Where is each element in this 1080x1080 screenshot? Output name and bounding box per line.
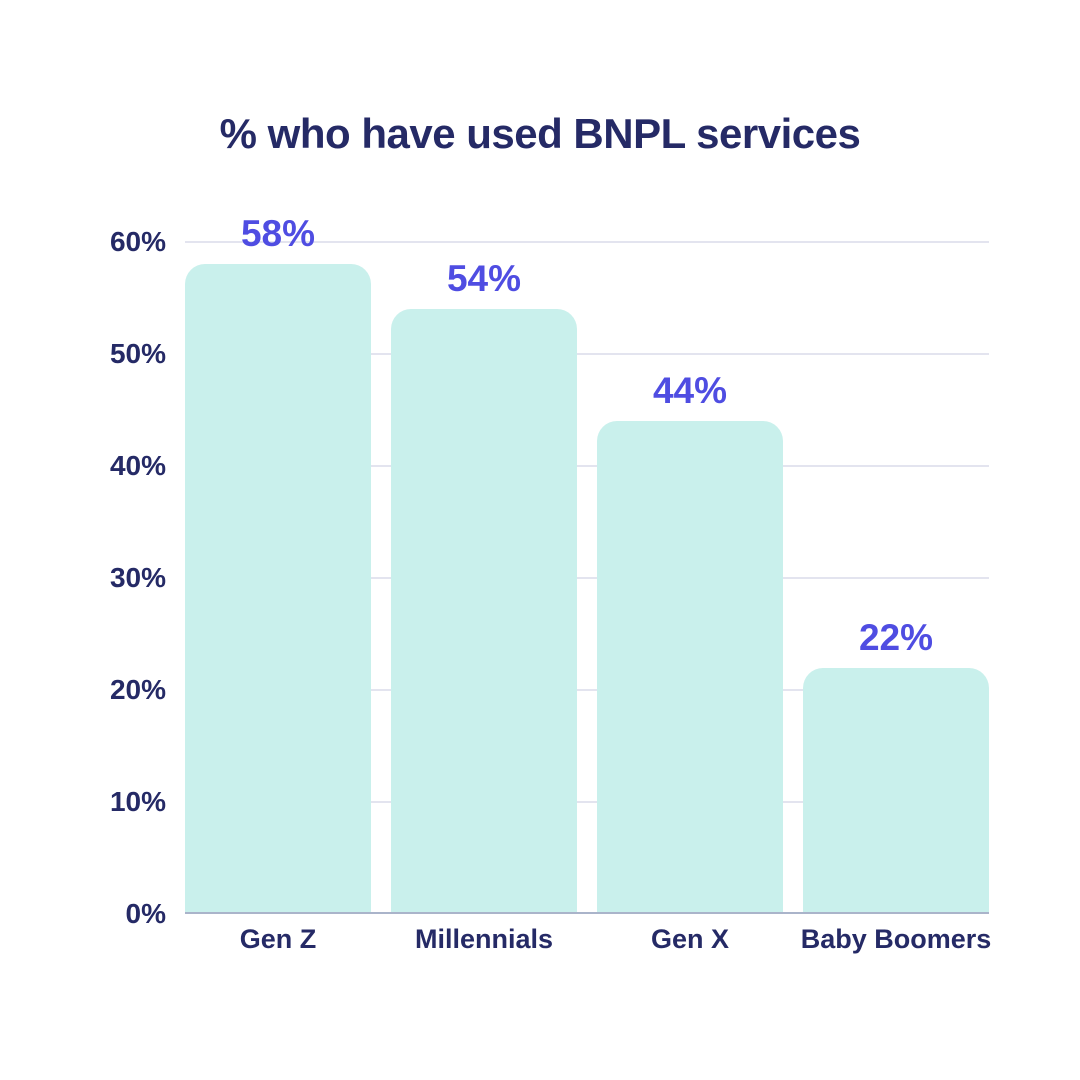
gridline-40 (185, 465, 989, 467)
y-tick-label-10: 10% (109, 786, 166, 817)
category-label-baby-boomers: Baby Boomers (800, 924, 992, 954)
x-axis-line (185, 912, 989, 914)
value-label-millennials: 54% (446, 258, 522, 299)
category-label-gen-z: Gen Z (239, 924, 317, 954)
chart-title: % who have used BNPL services (219, 110, 861, 157)
y-tick-label-0: 0% (125, 898, 166, 929)
gridline-10 (185, 801, 989, 803)
bar-gen-z (185, 264, 371, 914)
y-tick-label-50: 50% (109, 338, 166, 369)
bar-gen-x (597, 421, 783, 914)
gridline-60 (185, 241, 989, 243)
category-label-gen-x: Gen X (650, 924, 730, 954)
bar-millennials (391, 309, 577, 914)
gridline-30 (185, 577, 989, 579)
y-tick-label-60: 60% (109, 226, 166, 257)
bar-baby-boomers (803, 668, 989, 914)
category-label-millennials: Millennials (414, 924, 554, 954)
y-tick-label-20: 20% (109, 674, 166, 705)
y-tick-label-40: 40% (109, 450, 166, 481)
value-label-gen-z: 58% (240, 213, 316, 254)
gridline-20 (185, 689, 989, 691)
value-label-baby-boomers: 22% (858, 617, 934, 658)
value-label-gen-x: 44% (652, 370, 728, 411)
y-tick-label-30: 30% (109, 562, 166, 593)
gridline-50 (185, 353, 989, 355)
